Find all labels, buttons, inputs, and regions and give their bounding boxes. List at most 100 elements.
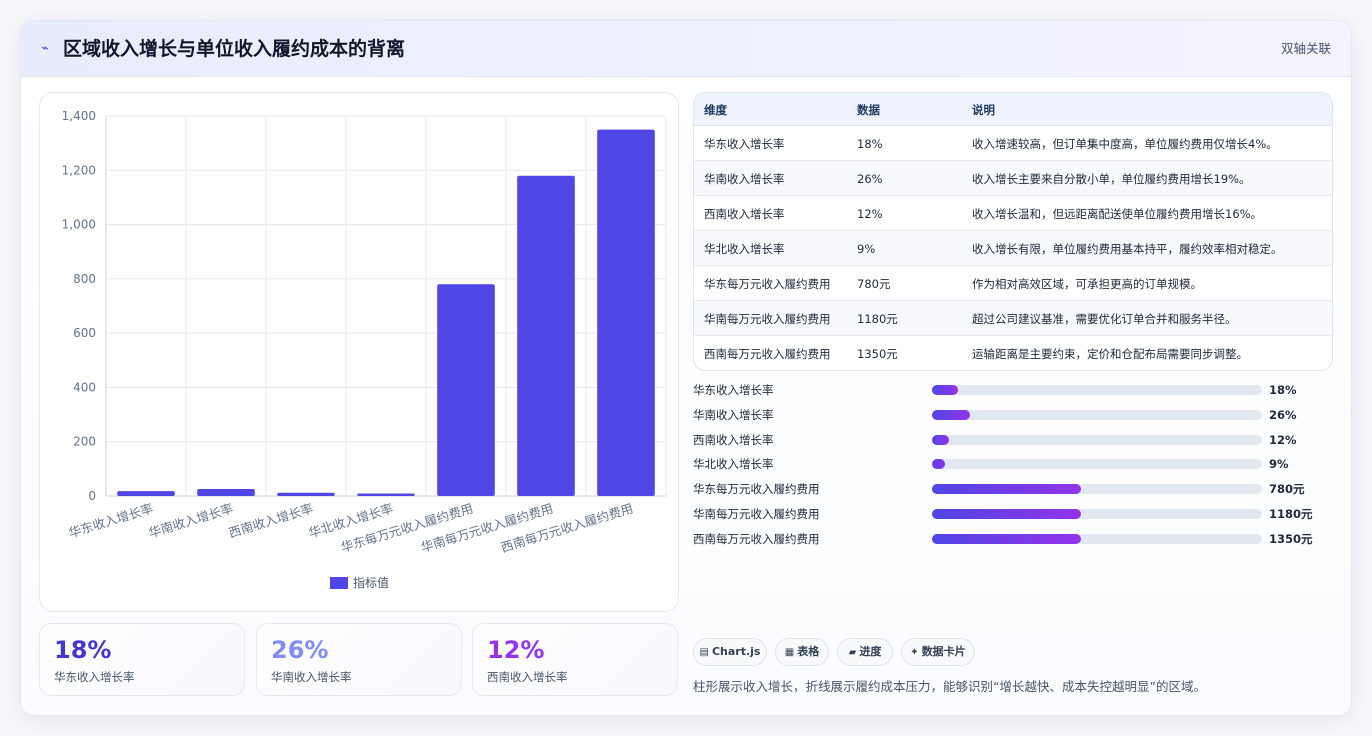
row-note: 收入增速较高，但订单集中度高，单位履约费用仅增长4%。 — [972, 137, 1278, 151]
row-value: 1350元 — [857, 347, 898, 361]
row-dimension: 华南收入增长率 — [704, 172, 785, 186]
stat-label: 华东收入增长率 — [54, 670, 135, 684]
stat-value: 18% — [54, 636, 112, 664]
progress-fill — [932, 509, 1081, 519]
row-value: 12% — [857, 207, 883, 221]
stat-label: 西南收入增长率 — [487, 670, 568, 684]
progress-row: 华北收入增长率 9% — [693, 454, 1333, 474]
stat-label: 华南收入增长率 — [271, 670, 352, 684]
row-note: 运输距离是主要约束，定价和仓配布局需要同步调整。 — [972, 347, 1248, 361]
table-row: 西南收入增长率 12% 收入增长温和，但远距离配送使单位履约费用增长16%。 — [694, 196, 1332, 231]
data-table: 维度 数据 说明 华东收入增长率 18% 收入增速较高，但订单集中度高，单位履约费用… — [693, 92, 1333, 371]
table-row: 西南每万元收入履约费用 1350元 运输距离是主要约束，定价和仓配布局需要同步调整。 — [694, 336, 1332, 370]
chip-label: 进度 — [859, 645, 882, 658]
stat-card: 26% 华南收入增长率 — [256, 623, 462, 696]
y-tick-label: 200 — [73, 435, 96, 449]
row-dimension: 西南每万元收入履约费用 — [704, 347, 831, 361]
row-note: 收入增长温和，但远距离配送使单位履约费用增长16%。 — [972, 207, 1263, 221]
bar — [277, 492, 335, 496]
bar — [437, 284, 495, 496]
progress-label: 西南每万元收入履约费用 — [693, 531, 820, 546]
header-bar: ⌁ 区域收入增长与单位收入履约成本的背离 双轴关联 — [21, 21, 1351, 77]
bar — [597, 129, 655, 497]
table-row: 华南收入增长率 26% 收入增长主要来自分散小单，单位履约费用增长19%。 — [694, 161, 1332, 196]
x-tick-label: 西南收入增长率 — [227, 501, 315, 541]
progress-value: 12% — [1269, 432, 1297, 447]
progress-value: 1350元 — [1269, 531, 1313, 546]
chart-icon: ▤ — [699, 647, 709, 658]
progress-value: 9% — [1269, 457, 1289, 472]
progress-row: 西南收入增长率 12% — [693, 430, 1333, 450]
progress-fill — [932, 459, 946, 470]
row-note: 作为相对高效区域，可承担更高的订单规模。 — [972, 277, 1202, 291]
bar — [197, 488, 255, 496]
chip-label: Chart.js — [711, 645, 761, 658]
row-dimension: 西南收入增长率 — [704, 207, 785, 221]
row-value: 9% — [857, 242, 876, 256]
row-note: 超过公司建议基准，需要优化订单合并和服务半径。 — [972, 312, 1237, 326]
footnote: 柱形展示收入增长，折线展示履约成本压力，能够识别“增长越快、成本失控越明显”的区… — [693, 679, 1206, 694]
row-value: 26% — [857, 172, 883, 186]
bar-chart-panel: 0 200 400 600 800 1,000 1,200 1,400 华东收入增长率 华南收入增… — [39, 92, 679, 612]
legend-label: 指标值 — [353, 575, 389, 590]
progress-track — [932, 484, 1262, 495]
header-note: 说明 — [972, 103, 995, 117]
progress-track — [932, 459, 1262, 470]
row-value: 1180元 — [857, 312, 898, 326]
x-tick-label: 华南每万元收入履约费用 — [419, 501, 555, 556]
chip-label: 数据卡片 — [921, 645, 966, 658]
table-row: 华南每万元收入履约费用 1180元 超过公司建议基准，需要优化订单合并和服务半径。 — [694, 301, 1332, 336]
tag-chip-sparkle[interactable]: ✦ 数据卡片 — [901, 638, 975, 666]
dual-axis-badge: 双轴关联 — [1280, 41, 1331, 56]
progress-label: 华南收入增长率 — [693, 407, 774, 422]
table-icon: ▦ — [784, 647, 795, 658]
x-tick-label: 西南每万元收入履约费用 — [499, 501, 635, 556]
progress-label: 华北收入增长率 — [693, 457, 774, 472]
progress-fill — [932, 385, 959, 395]
table-row: 华东收入增长率 18% 收入增速较高，但订单集中度高，单位履约费用仅增长4%。 — [694, 126, 1332, 161]
row-dimension: 华东收入增长率 — [704, 137, 785, 151]
progress-label: 华南每万元收入履约费用 — [693, 507, 820, 521]
stat-card: 12% 西南收入增长率 — [472, 623, 678, 696]
row-note: 收入增长有限，单位履约费用基本持平，履约效率相对稳定。 — [972, 242, 1283, 256]
y-tick-label: 0 — [88, 489, 96, 503]
progress-fill — [932, 533, 1081, 544]
y-tick-label: 1,200 — [62, 163, 96, 177]
sparkle-icon: ✦ — [910, 647, 919, 658]
progress-row: 华南每万元收入履约费用 1180元 — [693, 504, 1333, 524]
x-tick-label: 华东每万元收入履约费用 — [339, 501, 475, 556]
progress-row: 华东收入增长率 18% — [693, 380, 1333, 400]
row-dimension: 华北收入增长率 — [704, 242, 785, 256]
bar — [357, 493, 415, 496]
page-title: 区域收入增长与单位收入履约成本的背离 — [63, 38, 406, 60]
table-row: 华东每万元收入履约费用 780元 作为相对高效区域，可承担更高的订单规模。 — [694, 266, 1332, 301]
stat-value: 26% — [271, 636, 329, 664]
x-tick-label: 华东收入增长率 — [67, 501, 155, 541]
tag-chip-table[interactable]: ▦ 表格 — [775, 638, 829, 666]
progress-fill — [932, 409, 970, 420]
stat-card: 18% 华东收入增长率 — [39, 623, 245, 696]
row-value: 18% — [857, 137, 883, 151]
tag-chip-chart[interactable]: ▤ Chart.js — [693, 638, 767, 666]
header-dimension: 维度 — [704, 103, 727, 117]
row-dimension: 华南每万元收入履约费用 — [704, 312, 831, 326]
progress-row: 华东每万元收入履约费用 780元 — [693, 479, 1333, 499]
chip-label: 表格 — [797, 645, 820, 658]
tag-chip-progress[interactable]: ▰ 进度 — [837, 638, 893, 666]
row-dimension: 华东每万元收入履约费用 — [704, 277, 831, 291]
trend-icon: ⌁ — [41, 41, 49, 56]
progress-track — [932, 533, 1262, 544]
row-value: 780元 — [857, 277, 891, 291]
y-tick-label: 600 — [73, 326, 96, 340]
progress-icon: ▰ — [848, 647, 857, 658]
bar — [117, 491, 175, 496]
y-tick-label: 1,400 — [62, 109, 96, 123]
legend-swatch — [330, 577, 348, 589]
progress-track — [932, 385, 1262, 395]
progress-value: 1180元 — [1269, 507, 1313, 521]
progress-value: 26% — [1269, 407, 1297, 422]
progress-value: 780元 — [1269, 482, 1305, 497]
table-row: 华北收入增长率 9% 收入增长有限，单位履约费用基本持平，履约效率相对稳定。 — [694, 231, 1332, 266]
bar — [517, 175, 575, 496]
progress-track — [932, 409, 1262, 420]
